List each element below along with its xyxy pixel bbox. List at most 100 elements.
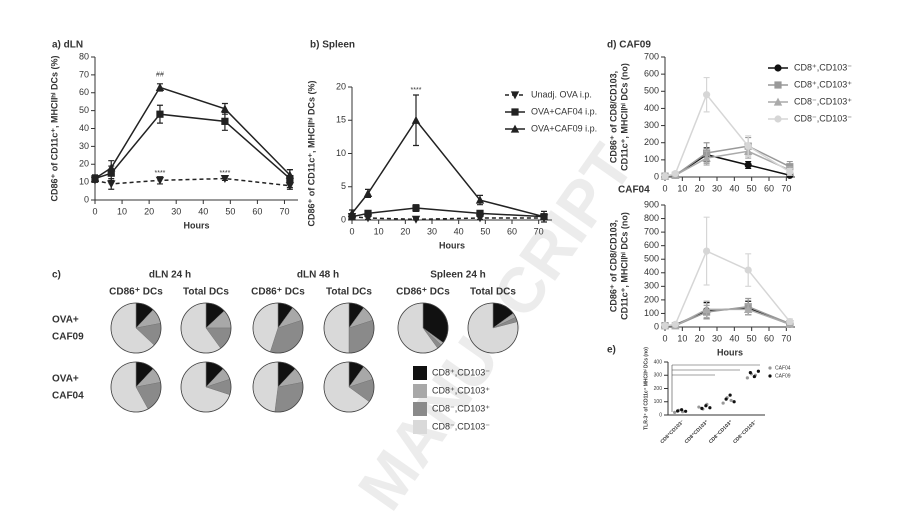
legend-swatch bbox=[413, 384, 427, 398]
y-tick-label: 5 bbox=[341, 181, 346, 191]
legend-marker bbox=[511, 108, 519, 116]
y-tick-label: 20 bbox=[336, 81, 346, 91]
marker bbox=[156, 110, 164, 118]
row-label: OVA+ bbox=[52, 315, 79, 326]
x-tick-label: 30 bbox=[171, 206, 181, 216]
marker bbox=[220, 174, 230, 183]
point bbox=[728, 393, 732, 397]
point bbox=[756, 369, 760, 373]
x-tick-label: 0 bbox=[349, 226, 354, 236]
pie-outline bbox=[323, 302, 375, 354]
marker bbox=[703, 91, 711, 99]
y-tick-label: 400 bbox=[644, 103, 659, 113]
x-tick-label: 10 bbox=[374, 226, 384, 236]
legend-marker bbox=[510, 91, 520, 100]
marker bbox=[744, 161, 752, 169]
legend-label: CAF04 bbox=[775, 365, 791, 371]
y-axis-label: CD86⁺ of CD11c⁺, MHCIIʰⁱ DCs (%) bbox=[48, 56, 59, 202]
x-axis-label: Hours bbox=[439, 240, 465, 250]
y-tick-label: 100 bbox=[654, 399, 663, 405]
x-tick-label: 70 bbox=[781, 183, 791, 193]
point bbox=[732, 400, 736, 404]
subgroup-header: CD86⁺ DCs bbox=[396, 287, 450, 298]
y-tick-label: 100 bbox=[644, 308, 659, 318]
marker bbox=[363, 189, 373, 197]
y-tick-label: 50 bbox=[79, 105, 89, 115]
pie-outline bbox=[180, 302, 232, 354]
marker bbox=[786, 317, 794, 326]
y-tick-label: 15 bbox=[336, 115, 346, 125]
marker bbox=[411, 115, 421, 124]
x-tick-label: 40 bbox=[729, 333, 739, 343]
x-tick-label: 60 bbox=[252, 206, 262, 216]
marker bbox=[364, 209, 372, 217]
x-tick-label: 20 bbox=[144, 206, 154, 216]
x-tick-label: 70 bbox=[279, 206, 289, 216]
marker bbox=[220, 104, 230, 113]
legend-marker bbox=[510, 124, 520, 133]
y-tick-label: 700 bbox=[644, 51, 659, 61]
x-tick-label: 0 bbox=[662, 183, 667, 193]
point bbox=[697, 405, 701, 409]
y-axis-label: TLR-3⁺ of CD11c⁺ MHCIIʰⁱ DCs (no) bbox=[641, 347, 649, 430]
marker bbox=[671, 169, 679, 178]
x-tick-label: 10 bbox=[677, 333, 687, 343]
legend-label: OVA+CAF04 i.p. bbox=[531, 106, 597, 116]
y-tick-label: 0 bbox=[654, 321, 659, 331]
y-axis-label: CD86⁺ of CD11c⁺, MHCIIʰⁱ DCs (%) bbox=[305, 81, 316, 227]
y-tick-label: 200 bbox=[644, 137, 659, 147]
legend-label: OVA+CAF09 i.p. bbox=[531, 123, 597, 133]
y-axis-label: CD86⁺ of CD8/CD103, bbox=[608, 220, 618, 312]
legend-label: CD8⁻,CD103⁺ bbox=[794, 96, 852, 106]
point bbox=[745, 376, 749, 380]
legend-swatch bbox=[413, 366, 427, 380]
legend-marker bbox=[774, 115, 782, 123]
y-tick-label: 20 bbox=[79, 159, 89, 169]
marker bbox=[671, 320, 679, 328]
marker bbox=[703, 247, 711, 255]
subgroup-header: CD86⁺ DCs bbox=[109, 287, 163, 298]
marker bbox=[702, 153, 711, 162]
marker bbox=[411, 215, 421, 224]
marker bbox=[702, 304, 711, 313]
annotation: **** bbox=[411, 87, 422, 94]
y-tick-label: 0 bbox=[659, 412, 662, 418]
y-tick-label: 300 bbox=[644, 120, 659, 130]
group-header: dLN 48 h bbox=[297, 270, 339, 281]
y-axis-label: CD11c⁺, MHCIIʰⁱ DCs (no) bbox=[618, 212, 629, 320]
legend-marker bbox=[768, 366, 772, 370]
row-label: OVA+ bbox=[52, 374, 79, 385]
pie-outline bbox=[110, 302, 162, 354]
annotation: **** bbox=[155, 170, 166, 177]
x-tick-label: 60 bbox=[764, 183, 774, 193]
pie-outline bbox=[397, 302, 449, 354]
y-axis-label: CD11c⁺, MHCIIʰⁱ DCs (no) bbox=[618, 63, 629, 171]
x-tick-label: 0 bbox=[92, 206, 97, 216]
subgroup-header: Total DCs bbox=[183, 287, 229, 298]
point bbox=[680, 408, 684, 412]
marker bbox=[412, 204, 420, 212]
x-tick-label: 50 bbox=[480, 226, 490, 236]
y-tick-label: 500 bbox=[644, 86, 659, 96]
panel-title: e) bbox=[607, 345, 616, 356]
marker bbox=[155, 176, 165, 185]
legend-label: CD8⁺,CD103⁻ bbox=[794, 62, 852, 72]
x-axis-label: Hours bbox=[717, 347, 743, 357]
annotation: **** bbox=[219, 170, 230, 177]
legend-marker bbox=[774, 64, 782, 72]
y-tick-label: 0 bbox=[84, 194, 89, 204]
x-tick-label: 30 bbox=[427, 226, 437, 236]
y-tick-label: 10 bbox=[336, 148, 346, 158]
marker bbox=[155, 82, 165, 91]
x-tick-label: 50 bbox=[747, 183, 757, 193]
marker bbox=[476, 209, 484, 217]
x-tick-label: 20 bbox=[400, 226, 410, 236]
y-tick-label: 400 bbox=[654, 359, 663, 365]
legend-label: CD8⁺,CD103⁻ bbox=[432, 367, 490, 377]
marker bbox=[475, 195, 485, 204]
legend-marker bbox=[773, 97, 783, 106]
point bbox=[684, 409, 688, 413]
marker bbox=[786, 168, 794, 176]
row-label: CAF09 bbox=[52, 332, 84, 343]
